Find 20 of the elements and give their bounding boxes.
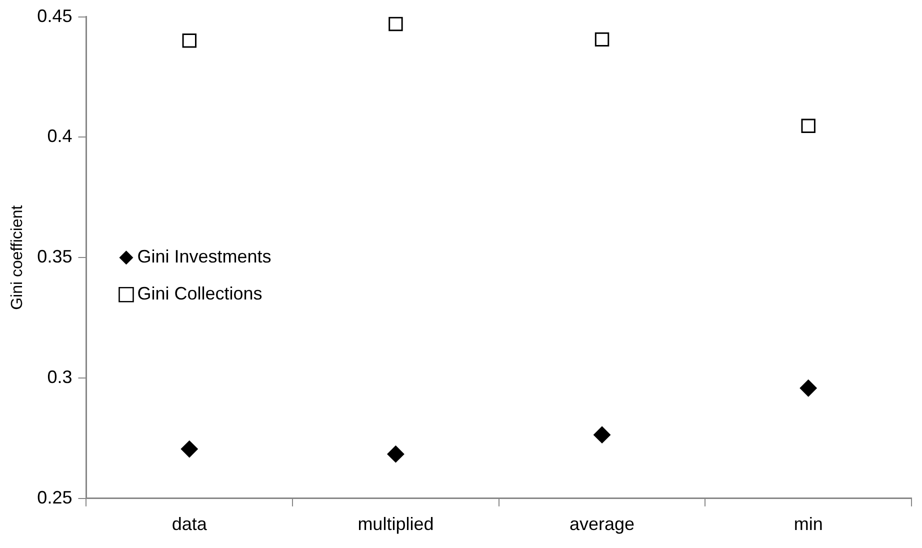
- point: [594, 426, 611, 444]
- x-tick-label: multiplied: [358, 514, 434, 534]
- y-tick-label: 0.45: [37, 6, 72, 26]
- legend-label: Gini Collections: [137, 284, 262, 304]
- point: [182, 34, 197, 48]
- y-tick-label: 0.3: [47, 366, 72, 387]
- y-tick-label: 0.25: [37, 487, 72, 508]
- legend-label: Gini Investments: [137, 246, 272, 267]
- x-tick-label: min: [794, 514, 823, 534]
- x-tick-label: data: [172, 514, 208, 534]
- point: [388, 16, 403, 32]
- point: [800, 380, 817, 397]
- y-tick-label: 0.35: [37, 246, 72, 267]
- point: [594, 32, 610, 47]
- point: [180, 440, 198, 458]
- y-tick-label: 0.4: [47, 126, 72, 146]
- y-axis-title: Gini coefficient: [9, 204, 26, 310]
- x-tick-label: average: [569, 514, 635, 534]
- point: [801, 118, 816, 133]
- point: [387, 446, 404, 463]
